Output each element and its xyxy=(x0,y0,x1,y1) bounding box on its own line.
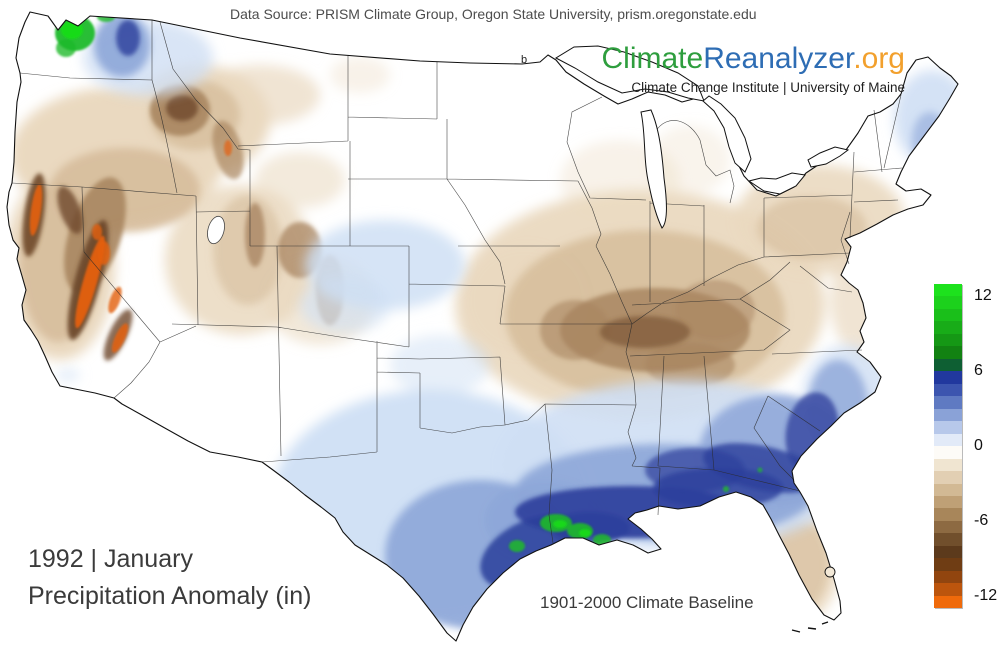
colorbar-tick-label: 6 xyxy=(974,362,983,380)
map-title: 1992 | January Precipitation Anomaly (in… xyxy=(28,541,311,615)
colorbar-cell xyxy=(934,371,962,384)
lake-okeechobee xyxy=(824,566,836,578)
colorbar-cell xyxy=(934,396,962,409)
institute-caption: Climate Change Institute | University of… xyxy=(631,80,905,95)
data-source-note: Data Source: PRISM Climate Group, Oregon… xyxy=(230,6,757,22)
colorbar-cell xyxy=(934,321,962,334)
lake-huron xyxy=(702,95,752,173)
colorbar-cell xyxy=(934,433,962,447)
colorbar-cell xyxy=(934,583,962,596)
colorbar-cell xyxy=(934,570,962,584)
map-annotation-b: b xyxy=(521,54,528,66)
lake-erie xyxy=(747,172,806,195)
climate-reanalyzer-logo: ClimateReanalyzer.org xyxy=(602,42,906,76)
colorbar-tick-label: 12 xyxy=(974,287,992,305)
colorbar-tick-label: 0 xyxy=(974,437,983,454)
colorbar-cell xyxy=(934,545,962,559)
colorbar-cell xyxy=(934,358,962,372)
colorbar-cell xyxy=(934,383,962,397)
colorbar-tick-label: -6 xyxy=(974,511,989,529)
colorbar-cell xyxy=(934,346,962,359)
colorbar-cell xyxy=(934,558,962,571)
lake-michigan xyxy=(640,109,667,229)
florida-keys xyxy=(791,621,829,633)
colorbar-tick-label: -12 xyxy=(974,586,998,604)
baseline-note: 1901-2000 Climate Baseline xyxy=(540,593,754,612)
logo-word-climate: Climate xyxy=(601,42,704,75)
state-borders xyxy=(11,20,903,544)
colorbar-cell xyxy=(934,446,962,459)
colorbar-cell xyxy=(934,333,962,347)
colorbar-cell xyxy=(934,595,962,609)
title-date-line: 1992 | January xyxy=(28,545,193,573)
colorbar-cell xyxy=(934,471,962,484)
colorbar-cell xyxy=(934,458,962,472)
colorbar-cell xyxy=(934,508,962,521)
colorbar-cell xyxy=(934,533,962,546)
colorbar-cell xyxy=(934,421,962,434)
colorbar-cell xyxy=(934,520,962,534)
colorbar-cell xyxy=(934,495,962,509)
colorbar-cell xyxy=(934,408,962,422)
lake-ontario xyxy=(807,146,850,168)
colorbar-cell xyxy=(934,308,962,322)
title-variable-line: Precipitation Anomaly (in) xyxy=(28,582,312,610)
colorbar-cell xyxy=(934,483,962,496)
anomaly-colorbar xyxy=(934,284,962,609)
great-lakes xyxy=(554,45,850,229)
logo-word-org: .org xyxy=(853,42,905,75)
colorbar-cell xyxy=(934,296,962,309)
colorbar-tick-labels: 12 6 0 -6 -12 xyxy=(974,284,1000,608)
logo-word-reanalyzer: Reanalyzer xyxy=(703,42,854,75)
colorbar-cell xyxy=(934,284,962,297)
great-salt-lake xyxy=(207,215,225,245)
